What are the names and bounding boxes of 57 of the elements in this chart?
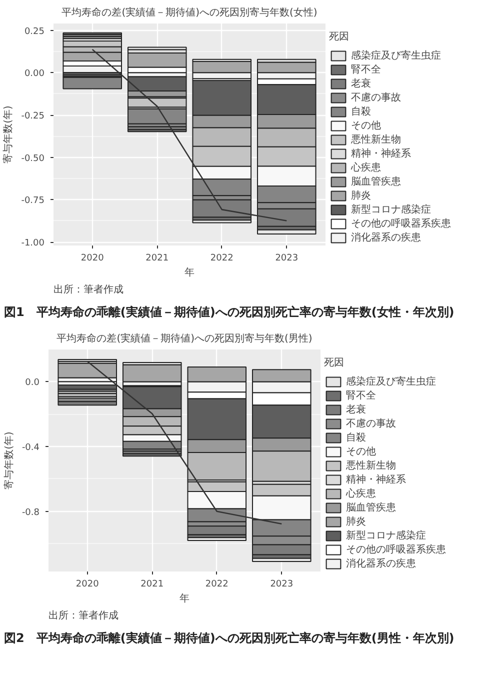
legend-label: 消化器系の疾患 <box>346 557 416 570</box>
y-axis-title: 寄与年数(年) <box>2 106 14 164</box>
legend-label: その他 <box>351 120 381 132</box>
legend-label: 不慮の事故 <box>346 417 396 430</box>
legend-label: 老衰 <box>346 403 366 416</box>
x-tick-label: 2021 <box>146 254 169 264</box>
y-tick-label: -0.8 <box>22 508 40 518</box>
legend-label: 悪性新生物 <box>351 133 401 146</box>
chart-title: 平均寿命の差(実績値－期待値)への死因別寄与年数(男性) <box>56 332 312 344</box>
legend-label: 不慮の事故 <box>351 91 401 104</box>
x-tick-label: 2021 <box>140 580 164 590</box>
y-tick-label: -0.50 <box>21 154 45 164</box>
legend-label: その他の呼吸器系疾患 <box>351 217 451 230</box>
x-tick-label: 2020 <box>80 254 104 264</box>
chart-title: 平均寿命の差(実績値－期待値)への死因別寄与年数(女性) <box>62 6 318 18</box>
legend-title: 死因 <box>329 30 350 44</box>
x-tick-label: 2022 <box>210 254 234 264</box>
legend-label: 脳血管疾患 <box>351 175 401 188</box>
x-tick-label: 2022 <box>205 580 228 590</box>
x-axis-title: 年 <box>184 266 194 278</box>
legend-title: 死因 <box>324 356 345 370</box>
y-tick-label: -1.00 <box>21 238 45 249</box>
legend-label: 感染症及び寄生虫症 <box>351 49 441 62</box>
x-tick-label: 2023 <box>270 580 294 590</box>
legend-label: 心疾患 <box>351 161 381 174</box>
y-tick-label: 0.0 <box>25 378 40 388</box>
legend-label: 自殺 <box>351 106 371 118</box>
caption: 図1 平均寿命の乖離(実績値－期待値)への死因別死亡率の寄与年数(女性・年次別) <box>4 304 454 321</box>
legend-label: 肺炎 <box>351 189 371 202</box>
legend-label: 心疾患 <box>346 487 376 500</box>
legend-label: 悪性新生物 <box>346 459 396 472</box>
x-tick-label: 2023 <box>275 254 298 264</box>
legend-label: 消化器系の疾患 <box>351 231 421 244</box>
legend-label: 腎不全 <box>346 390 376 402</box>
y-tick-label: -0.4 <box>22 443 40 454</box>
legend-label: 老衰 <box>351 77 371 90</box>
legend-label: 新型コロナ感染症 <box>346 529 426 542</box>
legend-label: 精神・神経系 <box>351 147 411 160</box>
caption: 図2 平均寿命の乖離(実績値－期待値)への死因別死亡率の寄与年数(男性・年次別) <box>4 630 454 647</box>
y-tick-label: -0.75 <box>21 196 45 206</box>
y-tick-label: 0.00 <box>24 69 45 80</box>
x-tick-label: 2020 <box>76 580 100 590</box>
x-axis-title: 年 <box>180 592 190 604</box>
legend-label: 新型コロナ感染症 <box>351 203 431 216</box>
legend-label: 腎不全 <box>351 64 381 76</box>
y-tick-label: -0.25 <box>21 112 45 122</box>
y-axis-title: 寄与年数(年) <box>2 432 15 490</box>
text: 出所：筆者作成 <box>54 284 124 296</box>
legend-label: 脳血管疾患 <box>346 501 396 514</box>
legend-label: 精神・神経系 <box>346 473 406 486</box>
legend-label: 肺炎 <box>346 515 366 528</box>
legend-label: 自殺 <box>346 432 366 444</box>
y-tick-label: 0.25 <box>24 26 45 37</box>
text: 出所：筆者作成 <box>48 610 118 622</box>
legend-label: その他 <box>346 446 376 458</box>
legend-label: 感染症及び寄生虫症 <box>346 375 436 388</box>
legend-label: その他の呼吸器系疾患 <box>346 543 446 556</box>
